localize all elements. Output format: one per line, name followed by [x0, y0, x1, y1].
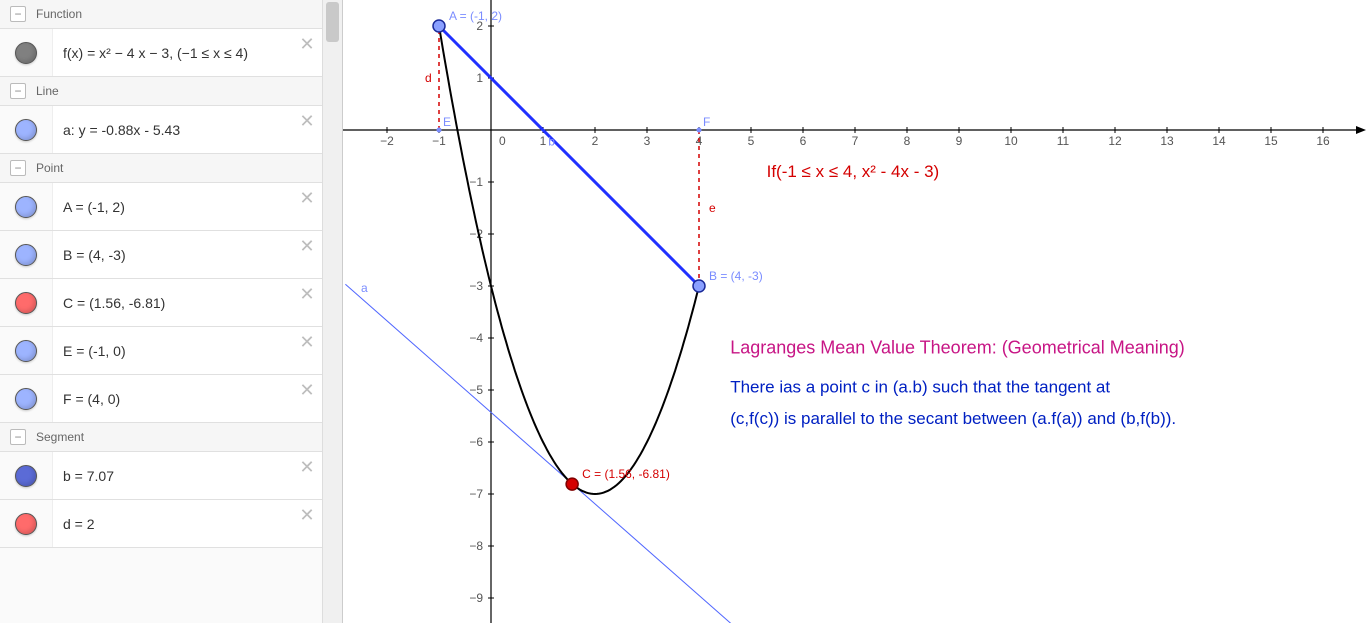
algebra-row[interactable]: d = 2✕ — [0, 500, 322, 548]
algebra-row[interactable]: C = (1.56, -6.81)✕ — [0, 279, 322, 327]
svg-text:13: 13 — [1160, 134, 1174, 148]
svg-text:3: 3 — [644, 134, 651, 148]
group-header-function[interactable]: −Function — [0, 0, 322, 29]
svg-text:F: F — [703, 115, 710, 129]
group-header-point[interactable]: −Point — [0, 154, 322, 183]
object-definition[interactable]: b = 7.07 — [52, 452, 322, 499]
svg-text:−3: −3 — [469, 279, 483, 293]
svg-text:8: 8 — [904, 134, 911, 148]
group-header-segment[interactable]: −Segment — [0, 423, 322, 452]
delete-icon[interactable]: ✕ — [298, 189, 316, 207]
visibility-swatch[interactable] — [15, 292, 37, 314]
svg-text:A = (-1, 2): A = (-1, 2) — [449, 9, 502, 23]
group-header-line[interactable]: −Line — [0, 77, 322, 106]
graphics-canvas[interactable]: −2−1123456789101112131415161721−1−2−3−4−… — [343, 0, 1366, 623]
scrollbar-thumb[interactable] — [326, 2, 339, 42]
object-definition[interactable]: f(x) = x² − 4 x − 3, (−1 ≤ x ≤ 4) — [52, 29, 322, 76]
delete-icon[interactable]: ✕ — [298, 285, 316, 303]
svg-text:e: e — [709, 201, 716, 215]
algebra-row[interactable]: B = (4, -3)✕ — [0, 231, 322, 279]
collapse-icon[interactable]: − — [10, 429, 26, 445]
visibility-swatch[interactable] — [15, 465, 37, 487]
svg-text:5: 5 — [748, 134, 755, 148]
delete-icon[interactable]: ✕ — [298, 333, 316, 351]
object-definition[interactable]: E = (-1, 0) — [52, 327, 322, 374]
svg-text:12: 12 — [1108, 134, 1122, 148]
svg-text:2: 2 — [592, 134, 599, 148]
visibility-swatch[interactable] — [15, 388, 37, 410]
visibility-swatch[interactable] — [15, 42, 37, 64]
svg-text:−9: −9 — [469, 591, 483, 605]
svg-text:0: 0 — [499, 134, 506, 148]
svg-text:1: 1 — [476, 71, 483, 85]
collapse-icon[interactable]: − — [10, 6, 26, 22]
svg-text:16: 16 — [1316, 134, 1330, 148]
sidebar-scrollbar[interactable] — [322, 0, 342, 623]
delete-icon[interactable]: ✕ — [298, 237, 316, 255]
svg-text:Lagranges Mean Value Theorem:: Lagranges Mean Value Theorem: (Geometric… — [730, 338, 1185, 358]
svg-text:−6: −6 — [469, 435, 483, 449]
svg-text:7: 7 — [852, 134, 859, 148]
collapse-icon[interactable]: − — [10, 160, 26, 176]
svg-text:6: 6 — [800, 134, 807, 148]
svg-text:1: 1 — [540, 134, 547, 148]
svg-text:−2: −2 — [469, 227, 483, 241]
svg-text:9: 9 — [956, 134, 963, 148]
svg-text:−7: −7 — [469, 487, 483, 501]
svg-text:−4: −4 — [469, 331, 483, 345]
algebra-row[interactable]: E = (-1, 0)✕ — [0, 327, 322, 375]
visibility-swatch[interactable] — [15, 119, 37, 141]
object-definition[interactable]: C = (1.56, -6.81) — [52, 279, 322, 326]
svg-text:11: 11 — [1057, 134, 1070, 148]
svg-text:If(-1 ≤ x ≤ 4, x² - 4x - 3): If(-1 ≤ x ≤ 4, x² - 4x - 3) — [767, 162, 940, 181]
group-title: Function — [36, 7, 82, 21]
group-title: Line — [36, 84, 59, 98]
svg-text:−8: −8 — [469, 539, 483, 553]
object-definition[interactable]: B = (4, -3) — [52, 231, 322, 278]
delete-icon[interactable]: ✕ — [298, 506, 316, 524]
svg-text:a: a — [361, 281, 368, 295]
object-definition[interactable]: A = (-1, 2) — [52, 183, 322, 230]
algebra-row[interactable]: F = (4, 0)✕ — [0, 375, 322, 423]
delete-icon[interactable]: ✕ — [298, 112, 316, 130]
svg-text:14: 14 — [1212, 134, 1226, 148]
group-title: Point — [36, 161, 63, 175]
svg-text:−1: −1 — [432, 134, 446, 148]
svg-text:There ias a point c in (a.b) s: There ias a point c in (a.b) such that t… — [730, 378, 1110, 397]
algebra-row[interactable]: A = (-1, 2)✕ — [0, 183, 322, 231]
svg-text:10: 10 — [1004, 134, 1018, 148]
delete-icon[interactable]: ✕ — [298, 35, 316, 53]
object-definition[interactable]: d = 2 — [52, 500, 322, 547]
object-definition[interactable]: F = (4, 0) — [52, 375, 322, 422]
svg-text:C = (1.56, -6.81): C = (1.56, -6.81) — [582, 467, 670, 481]
algebra-row[interactable]: b = 7.07✕ — [0, 452, 322, 500]
svg-text:E: E — [443, 115, 451, 129]
visibility-swatch[interactable] — [15, 196, 37, 218]
group-title: Segment — [36, 430, 84, 444]
visibility-swatch[interactable] — [15, 340, 37, 362]
algebra-row[interactable]: a: y = -0.88x - 5.43✕ — [0, 106, 322, 154]
visibility-swatch[interactable] — [15, 513, 37, 535]
delete-icon[interactable]: ✕ — [298, 381, 316, 399]
svg-text:b: b — [548, 135, 555, 149]
svg-text:d: d — [425, 71, 432, 85]
svg-text:B = (4, -3): B = (4, -3) — [709, 269, 763, 283]
collapse-icon[interactable]: − — [10, 83, 26, 99]
svg-text:(c,f(c)) is parallel to the se: (c,f(c)) is parallel to the secant betwe… — [730, 409, 1176, 428]
svg-text:−1: −1 — [469, 175, 483, 189]
delete-icon[interactable]: ✕ — [298, 458, 316, 476]
algebra-panel: −Functionf(x) = x² − 4 x − 3, (−1 ≤ x ≤ … — [0, 0, 343, 623]
object-definition[interactable]: a: y = -0.88x - 5.43 — [52, 106, 322, 153]
svg-text:−2: −2 — [380, 134, 394, 148]
visibility-swatch[interactable] — [15, 244, 37, 266]
svg-text:15: 15 — [1264, 134, 1278, 148]
algebra-row[interactable]: f(x) = x² − 4 x − 3, (−1 ≤ x ≤ 4)✕ — [0, 29, 322, 77]
